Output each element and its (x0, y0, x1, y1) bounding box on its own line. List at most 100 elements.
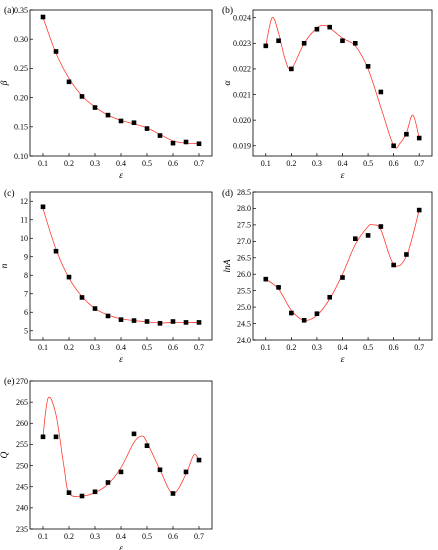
x-tick-label: 0.3 (90, 532, 100, 541)
data-point (416, 207, 422, 213)
y-tick-label: 0.023 (233, 39, 251, 48)
data-point (66, 490, 72, 495)
data-point (131, 431, 137, 437)
data-point (105, 480, 111, 485)
panel-label: (a) (4, 5, 15, 16)
x-tick-label: 0.6 (389, 159, 399, 168)
y-tick-label: 265 (16, 398, 28, 407)
y-tick-label: 24.5 (237, 319, 251, 328)
data-point (327, 24, 333, 30)
x-tick-label: 0.2 (286, 343, 296, 352)
y-tick-label: 27.0 (237, 237, 251, 246)
data-point (301, 317, 307, 323)
y-axis-label: α (223, 80, 233, 86)
data-point (196, 457, 202, 463)
x-tick-label: 0.3 (90, 343, 100, 352)
data-point (365, 64, 371, 69)
x-tick-label: 0.3 (312, 343, 322, 352)
data-point (183, 320, 189, 325)
x-tick-label: 0.2 (64, 532, 74, 541)
x-tick-label: 0.7 (194, 532, 204, 541)
x-tick-label: 0.4 (338, 159, 348, 168)
x-axis-label: ε (341, 171, 345, 181)
data-point (66, 79, 72, 85)
y-tick-label: 8 (24, 271, 28, 280)
y-tick-label: 260 (16, 419, 28, 428)
data-point (196, 141, 202, 147)
y-tick-label: 255 (16, 440, 28, 449)
y-tick-label: 28.5 (237, 188, 251, 197)
chart-panel-b: 0.1 0.2 0.3 0.4 0.5 0.6 0.7 0.019 0.020 0.021 0.02… (222, 5, 433, 181)
data-point (327, 294, 333, 300)
x-axis-label: ε (341, 355, 345, 365)
data-point (66, 274, 72, 280)
data-point (378, 224, 384, 229)
data-point (314, 311, 320, 316)
x-tick-label: 0.3 (90, 159, 100, 168)
data-point (157, 321, 163, 326)
data-point (92, 489, 98, 495)
plot-frame (29, 9, 213, 157)
data-point (340, 275, 345, 280)
x-tick-label: 0.4 (116, 159, 126, 168)
data-point (352, 236, 358, 242)
x-tick-label: 0.2 (64, 343, 74, 352)
y-axis-label: β (0, 80, 10, 86)
data-point (131, 318, 137, 323)
data-point (404, 252, 409, 257)
data-point (183, 139, 189, 145)
x-tick-label: 0.6 (389, 343, 399, 352)
fit-curve (42, 396, 200, 497)
x-axis-label: ε (119, 171, 123, 181)
y-tick-label: 245 (16, 483, 28, 492)
x-tick-label: 0.7 (414, 159, 424, 168)
y-axis-label: lnA (223, 259, 233, 272)
data-point (391, 262, 396, 268)
data-point (365, 233, 371, 238)
data-point (170, 491, 176, 496)
data-point (105, 112, 111, 118)
y-tick-label: 0.021 (233, 90, 251, 99)
data-point (118, 469, 124, 475)
data-point (314, 26, 320, 32)
y-tick-label: 9 (24, 253, 28, 262)
y-tick-label: 6 (24, 308, 28, 317)
data-point (40, 434, 46, 440)
data-point (352, 40, 358, 46)
x-tick-label: 0.4 (116, 532, 126, 541)
x-tick-label: 0.5 (142, 159, 152, 168)
data-point (378, 89, 384, 95)
data-point (263, 276, 269, 282)
panel-label: (b) (222, 5, 233, 16)
data-point (53, 434, 59, 440)
x-tick-label: 0.6 (168, 159, 178, 168)
y-tick-label: 25.0 (237, 303, 251, 312)
y-tick-label: 7 (24, 290, 28, 299)
data-point (157, 467, 163, 473)
y-tick-label: 240 (16, 504, 28, 513)
x-tick-label: 0.5 (363, 159, 373, 168)
data-point (79, 94, 85, 99)
data-point (391, 143, 396, 149)
plot-frame (29, 380, 213, 530)
fit-curve (42, 208, 199, 324)
x-tick-label: 0.1 (38, 532, 48, 541)
y-axis-label: n (0, 263, 10, 268)
data-point (79, 295, 85, 300)
x-tick-label: 0.5 (142, 343, 152, 352)
panel-label: (c) (4, 188, 15, 199)
data-point (53, 248, 59, 254)
data-point (170, 140, 176, 146)
x-tick-label: 0.5 (363, 343, 373, 352)
y-tick-label: 26.5 (237, 254, 251, 263)
x-tick-label: 0.1 (38, 343, 48, 352)
y-tick-label: 5 (24, 327, 28, 336)
y-tick-label: 25.5 (237, 286, 251, 295)
data-point (144, 443, 150, 448)
panel-label: (d) (222, 188, 233, 199)
x-tick-label: 0.7 (414, 343, 424, 352)
y-tick-label: 235 (16, 525, 28, 534)
data-point (53, 49, 59, 54)
data-point (144, 319, 150, 324)
y-tick-label: 0.35 (14, 6, 28, 15)
